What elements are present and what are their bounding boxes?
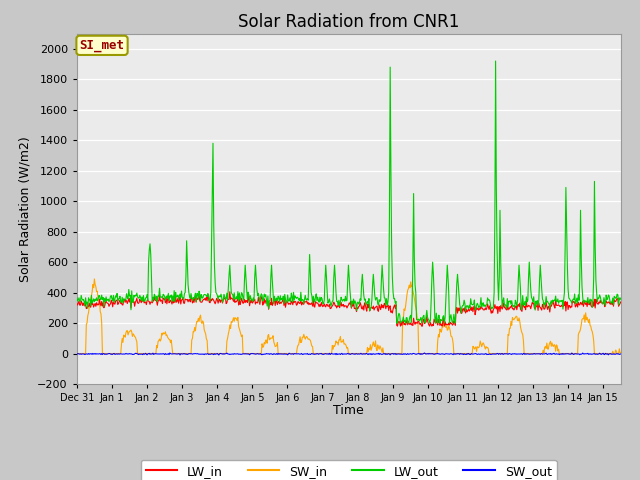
LW_in bbox=[465, 306, 472, 312]
SW_out bbox=[149, 350, 157, 356]
Line: LW_in: LW_in bbox=[77, 292, 621, 326]
LW_in bbox=[73, 301, 81, 307]
Y-axis label: Solar Radiation (W/m2): Solar Radiation (W/m2) bbox=[19, 136, 32, 282]
LW_out bbox=[617, 295, 625, 301]
SW_out bbox=[73, 351, 81, 357]
SW_in bbox=[150, 351, 157, 357]
LW_out bbox=[149, 294, 157, 300]
Line: SW_out: SW_out bbox=[77, 353, 621, 355]
SW_out bbox=[327, 351, 335, 357]
SW_in bbox=[73, 351, 81, 357]
LW_in bbox=[478, 305, 486, 311]
LW_out bbox=[326, 296, 333, 302]
LW_in bbox=[326, 306, 334, 312]
SW_out bbox=[465, 351, 472, 357]
SW_out bbox=[75, 351, 83, 357]
LW_in bbox=[149, 299, 157, 304]
Title: Solar Radiation from CNR1: Solar Radiation from CNR1 bbox=[238, 12, 460, 31]
SW_in bbox=[326, 351, 334, 357]
LW_in bbox=[306, 300, 314, 306]
LW_out bbox=[75, 295, 83, 300]
LW_in bbox=[394, 323, 401, 329]
SW_in bbox=[477, 341, 484, 347]
LW_out bbox=[73, 295, 81, 300]
SW_in bbox=[90, 276, 98, 282]
LW_in bbox=[75, 298, 83, 304]
LW_in bbox=[617, 299, 625, 305]
LW_in bbox=[226, 289, 234, 295]
SW_out bbox=[215, 352, 223, 358]
LW_out bbox=[305, 275, 313, 280]
X-axis label: Time: Time bbox=[333, 405, 364, 418]
LW_out bbox=[492, 58, 499, 64]
SW_out bbox=[307, 352, 314, 358]
SW_in bbox=[617, 349, 625, 355]
SW_out bbox=[478, 351, 486, 357]
SW_out bbox=[617, 351, 625, 357]
Text: SI_met: SI_met bbox=[79, 39, 125, 52]
LW_out bbox=[464, 304, 472, 310]
Legend: LW_in, SW_in, LW_out, SW_out: LW_in, SW_in, LW_out, SW_out bbox=[141, 460, 557, 480]
SW_in bbox=[464, 351, 472, 357]
Line: LW_out: LW_out bbox=[77, 61, 621, 323]
SW_in bbox=[306, 337, 314, 343]
SW_out bbox=[166, 350, 173, 356]
LW_out bbox=[477, 295, 484, 300]
LW_out bbox=[393, 320, 401, 326]
Line: SW_in: SW_in bbox=[77, 279, 621, 354]
SW_in bbox=[75, 351, 83, 357]
